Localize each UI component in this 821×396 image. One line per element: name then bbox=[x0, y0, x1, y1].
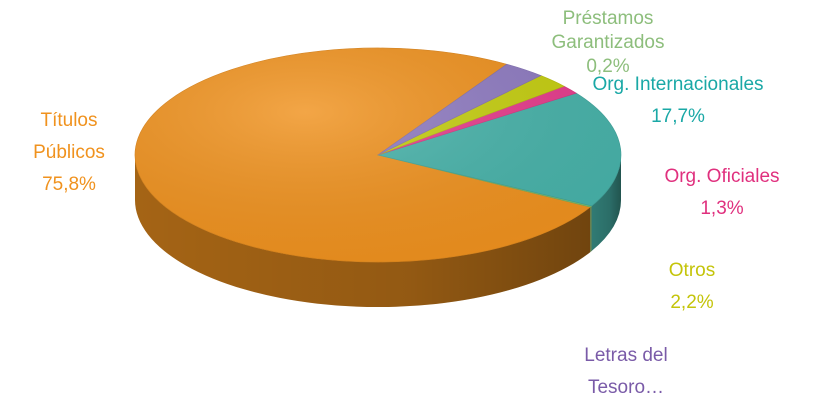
pie-tops bbox=[134, 47, 622, 263]
label-4-0: Otros bbox=[669, 260, 715, 281]
label-1-0: Préstamos bbox=[563, 8, 654, 29]
pie-labels: Títulos Públicos 75,8% Préstamos Garantizado… bbox=[33, 8, 779, 396]
pie-sides bbox=[134, 155, 621, 308]
value-label-1-2: 0,2% bbox=[586, 56, 629, 77]
pie-slice-side-shade-1 bbox=[590, 205, 592, 253]
label-0-1: Públicos bbox=[33, 142, 105, 163]
value-label-0-2: 75,8% bbox=[42, 174, 96, 195]
value-label-2-1: 17,7% bbox=[651, 106, 705, 127]
label-0-0: Títulos bbox=[40, 110, 97, 131]
value-label-3-1: 1,3% bbox=[700, 198, 743, 219]
pie-top-gloss bbox=[135, 48, 621, 262]
label-5-0: Letras del bbox=[584, 345, 667, 366]
value-label-4-1: 2,2% bbox=[670, 292, 713, 313]
pie-slice-side-shade-2 bbox=[591, 155, 621, 251]
label-3-0: Org. Oficiales bbox=[664, 166, 779, 187]
pie-slice-side-shade-0 bbox=[134, 155, 591, 308]
label-1-1: Garantizados bbox=[551, 32, 664, 53]
label-5-1: Tesoro… bbox=[588, 377, 664, 396]
label-2-0: Org. Internacionales bbox=[592, 74, 763, 95]
